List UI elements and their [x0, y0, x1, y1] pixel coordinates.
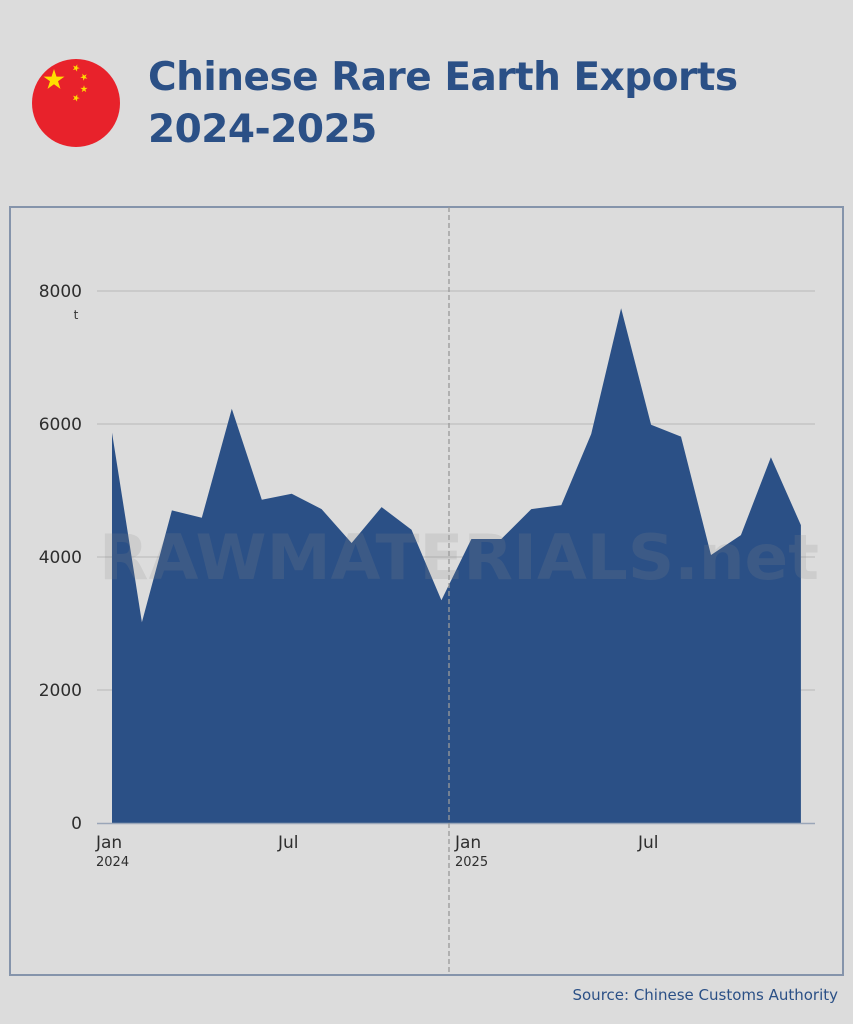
- y-tick-label: 4000: [39, 548, 82, 568]
- y-tick-label: 2000: [39, 681, 82, 701]
- y-tick-label: 6000: [39, 415, 82, 435]
- y-tick-label: 0: [71, 814, 82, 834]
- watermark: RAWMATERIALS.net: [99, 521, 819, 594]
- exports-area-series: [112, 308, 801, 823]
- flag-small-star-icon: [72, 94, 80, 102]
- title-line-2: 2024-2025: [148, 107, 377, 152]
- flag-small-star-icon: [72, 64, 80, 72]
- china-flag-icon: [32, 59, 120, 147]
- source-caption: Source: Chinese Customs Authority: [572, 986, 838, 1004]
- y-axis-unit: t: [74, 308, 79, 322]
- flag-small-star-icon: [80, 85, 88, 93]
- title-line-1: Chinese Rare Earth Exports: [148, 55, 738, 100]
- flag-small-star-icon: [80, 73, 88, 81]
- flag-large-star-icon: [43, 69, 65, 89]
- chart-frame: [9, 206, 844, 976]
- x-tick-label: Jul: [277, 833, 299, 853]
- x-axis-labels: Jan 2024 Jul Jan 2025 Jul: [95, 833, 659, 870]
- x-tick-label: Jan: [95, 833, 122, 853]
- x-tick-year-label: 2024: [96, 855, 129, 870]
- page-title: Chinese Rare Earth Exports 2024-2025: [148, 52, 738, 156]
- x-tick-label: Jan: [454, 833, 481, 853]
- x-tick-year-label: 2025: [455, 855, 488, 870]
- y-tick-label: 8000: [39, 282, 82, 302]
- y-axis-labels: 0 2000 4000 6000 8000: [39, 282, 82, 834]
- x-tick-label: Jul: [637, 833, 659, 853]
